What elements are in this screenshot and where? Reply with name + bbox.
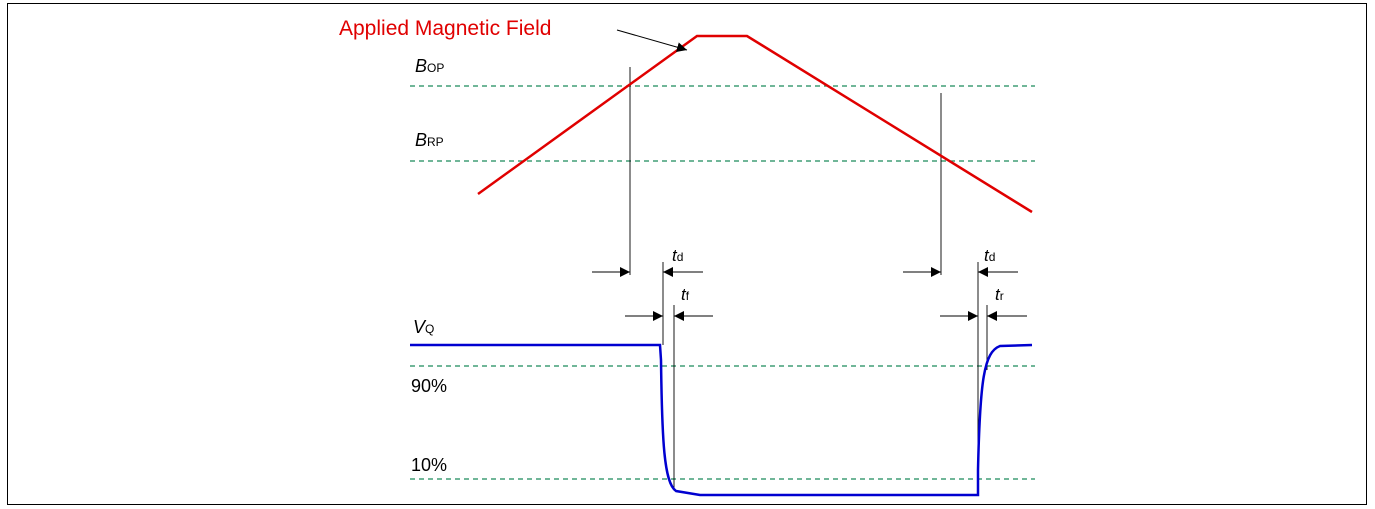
tr-label-sub: r [1000, 289, 1004, 303]
tr-label: tr [995, 285, 1004, 304]
vq-label-sub: Q [425, 322, 434, 336]
td-rise-label: td [984, 246, 995, 265]
brp-label-sub: RP [427, 135, 444, 149]
tf-label-main: t [681, 285, 687, 304]
tf-label: tf [681, 285, 690, 304]
tf-label-sub: f [686, 289, 690, 303]
td-fall-label-sub: d [677, 250, 684, 264]
p10-label: 10% [411, 455, 447, 475]
applied-field-title: Applied Magnetic Field [339, 17, 551, 40]
brp-label: BRP [415, 130, 444, 150]
brp-label-main: B [415, 130, 427, 150]
td-fall-label-main: t [672, 246, 678, 265]
td-fall-label: td [672, 246, 683, 265]
vq-label-main: V [413, 317, 427, 337]
applied-field-waveform [477, 34, 1033, 214]
title-leader-arrow [616, 29, 688, 53]
bop-label: BOP [415, 56, 444, 76]
p90-label: 90% [411, 376, 447, 396]
vq-label: VQ [413, 317, 434, 337]
td-rise-label-main: t [984, 246, 990, 265]
td-rise-label-sub: d [989, 250, 996, 264]
diagram-frame [7, 3, 1367, 505]
output-vq-waveform [410, 343, 1033, 497]
tr-label-main: t [995, 285, 1001, 304]
bop-label-main: B [415, 56, 427, 76]
bop-label-sub: OP [427, 61, 444, 75]
